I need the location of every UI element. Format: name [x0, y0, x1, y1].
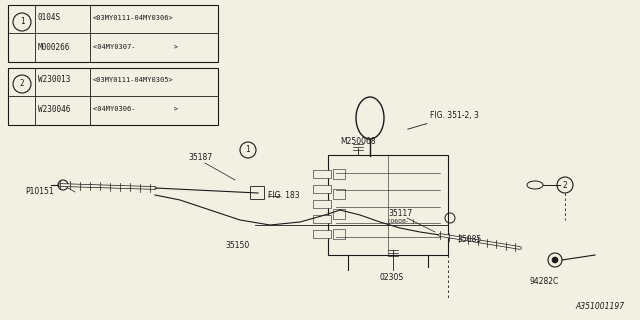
Text: M000266: M000266 [38, 43, 70, 52]
Text: <03MY0111-04MY0306>: <03MY0111-04MY0306> [93, 15, 173, 21]
Text: <03MY0111-04MY0305>: <03MY0111-04MY0305> [93, 77, 173, 83]
Text: 35150: 35150 [225, 241, 249, 250]
Text: 2: 2 [20, 79, 24, 89]
Bar [333, 169, 345, 179]
Text: FIG. 351-2, 3: FIG. 351-2, 3 [408, 111, 479, 129]
Bar [313, 185, 331, 193]
Bar [8, 68, 218, 125]
Text: A351001197: A351001197 [576, 302, 625, 311]
Text: 1: 1 [20, 18, 24, 27]
Text: <04MY0306-         >: <04MY0306- > [93, 106, 178, 112]
Text: W230046: W230046 [38, 105, 70, 114]
Ellipse shape [356, 97, 384, 139]
Bar [313, 230, 331, 238]
Bar [250, 186, 264, 199]
Text: 35117: 35117 [388, 209, 412, 218]
Bar [333, 229, 345, 239]
Text: <04MY0307-         >: <04MY0307- > [93, 44, 178, 50]
Circle shape [552, 257, 558, 263]
Text: M250068: M250068 [340, 138, 376, 147]
Bar [313, 200, 331, 208]
Text: P10151: P10151 [25, 188, 54, 196]
Bar [328, 155, 448, 255]
Text: 35187: 35187 [188, 154, 212, 163]
Bar [333, 209, 345, 219]
Text: 0104S: 0104S [38, 13, 61, 22]
Text: 1: 1 [246, 146, 250, 155]
Text: (0608-  ): (0608- ) [388, 219, 415, 223]
Text: FIG. 183: FIG. 183 [268, 191, 300, 201]
Text: W230013: W230013 [38, 76, 70, 84]
Text: 2: 2 [563, 180, 568, 189]
Ellipse shape [527, 181, 543, 189]
Text: 35085: 35085 [457, 236, 481, 244]
Bar [333, 189, 345, 199]
Bar [313, 170, 331, 178]
Text: 0230S: 0230S [380, 274, 404, 283]
Text: 94282C: 94282C [530, 277, 559, 286]
Bar [8, 5, 218, 62]
Bar [313, 215, 331, 223]
